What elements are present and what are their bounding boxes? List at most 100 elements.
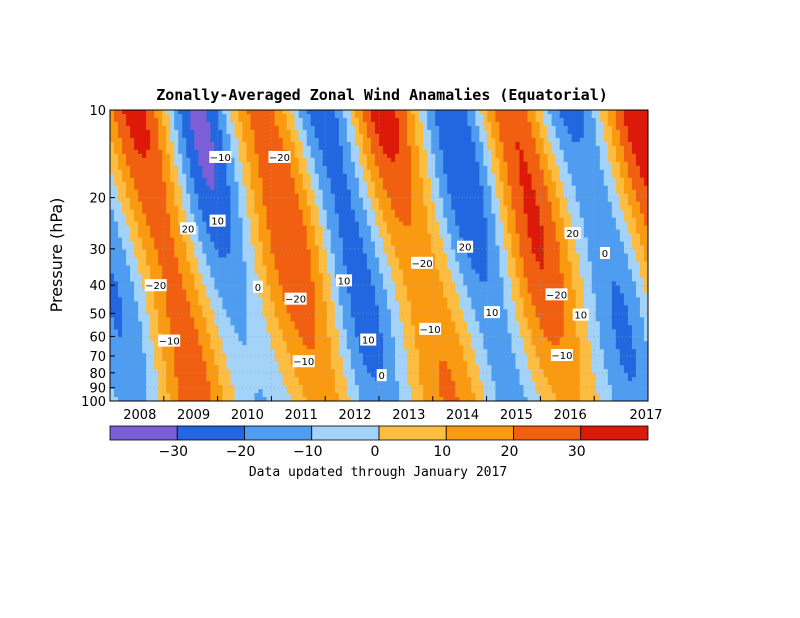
field-cell [138, 297, 143, 302]
field-cell [174, 349, 179, 354]
field-cell [302, 377, 308, 382]
field-cell [126, 253, 131, 259]
field-cell [186, 241, 191, 247]
field-cell [338, 189, 344, 195]
field-cell [314, 377, 320, 382]
field-cell [182, 181, 187, 187]
field-cell [302, 325, 308, 330]
field-cell [262, 289, 268, 294]
field-cell [162, 237, 167, 243]
field-cell [326, 397, 332, 401]
field-cell [238, 293, 244, 298]
field-cell [166, 189, 171, 195]
field-cell [186, 285, 191, 290]
field-cell [162, 217, 167, 223]
field-cell [122, 361, 127, 366]
field-cell [342, 237, 348, 243]
field-cell [226, 373, 232, 378]
field-cell [150, 385, 155, 390]
field-cell [218, 293, 224, 298]
field-cell [250, 221, 256, 227]
field-cell [270, 205, 276, 211]
field-cell [338, 237, 344, 243]
field-cell [194, 177, 199, 183]
field-cell [126, 173, 131, 179]
field-cell [326, 333, 332, 338]
field-cell [374, 145, 380, 151]
field-cell [210, 321, 215, 326]
field-cell [318, 389, 324, 394]
field-cell [326, 173, 332, 179]
field-cell [298, 189, 304, 195]
field-cell [186, 141, 191, 147]
field-cell [158, 365, 163, 370]
field-cell [246, 221, 252, 227]
field-cell [358, 289, 364, 294]
field-cell [162, 185, 167, 191]
field-cell [298, 373, 304, 378]
field-cell [254, 177, 260, 183]
field-cell [206, 321, 211, 326]
field-cell [242, 293, 248, 298]
field-cell [383, 129, 388, 135]
field-cell [238, 137, 244, 143]
field-cell [182, 281, 187, 286]
field-cell [246, 337, 252, 342]
field-cell [114, 333, 119, 338]
field-cell [362, 121, 368, 127]
field-cell [230, 110, 236, 115]
field-cell [314, 293, 320, 298]
field-cell [262, 357, 268, 362]
field-cell [246, 397, 252, 401]
field-cell [242, 333, 248, 338]
field-cell [186, 265, 191, 271]
field-cell [250, 257, 256, 263]
field-cell [342, 269, 348, 275]
field-cell [366, 353, 372, 358]
field-cell [358, 277, 364, 283]
field-cell [286, 185, 292, 191]
field-cell [270, 237, 276, 243]
field-cell [130, 261, 135, 267]
field-cell [294, 213, 300, 219]
field-cell [258, 129, 264, 135]
field-cell [230, 137, 236, 143]
field-cell [186, 389, 191, 394]
field-cell [318, 137, 324, 143]
field-cell [383, 185, 388, 191]
field-cell [298, 209, 304, 215]
field-cell [226, 237, 232, 243]
field-cell [282, 289, 288, 294]
field-cell [282, 369, 288, 374]
field-cell [226, 341, 232, 346]
field-cell [138, 293, 143, 298]
field-cell [318, 365, 324, 370]
field-cell [383, 221, 388, 227]
field-cell [218, 281, 224, 286]
field-cell [110, 317, 115, 322]
field-cell [358, 161, 364, 167]
field-cell [218, 321, 224, 326]
field-cell [286, 229, 292, 235]
field-cell [222, 369, 228, 374]
field-cell [286, 121, 292, 127]
field-cell [134, 209, 139, 215]
field-cell [330, 285, 336, 290]
field-cell [142, 305, 147, 310]
field-cell [202, 253, 207, 259]
field-cell [234, 293, 240, 298]
field-cell [338, 173, 344, 179]
field-cell [178, 337, 183, 342]
field-cell [262, 325, 268, 330]
field-cell [210, 365, 215, 370]
field-cell [214, 161, 219, 167]
field-cell [190, 165, 195, 171]
field-cell [226, 293, 232, 298]
field-cell [278, 237, 284, 243]
field-cell [366, 245, 372, 251]
field-cell [290, 285, 296, 290]
field-cell [214, 209, 219, 215]
field-cell [366, 281, 372, 286]
field-cell [138, 253, 143, 259]
field-cell [146, 185, 151, 191]
